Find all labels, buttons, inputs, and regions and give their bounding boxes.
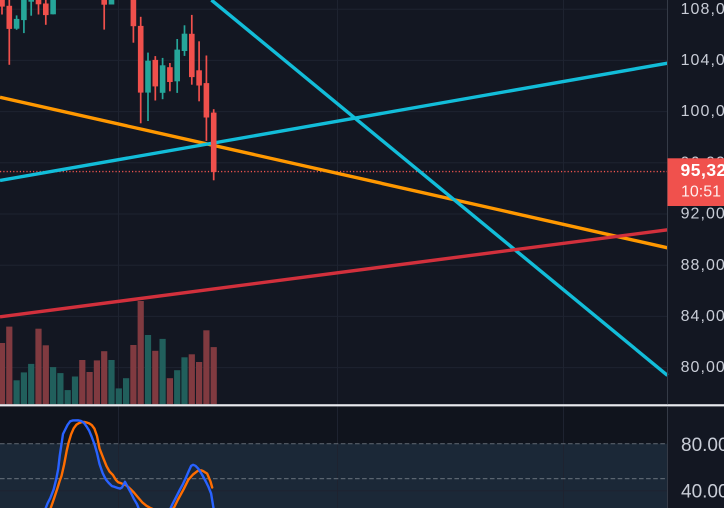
svg-text:100,00: 100,00 [681,103,724,120]
svg-text:108,00: 108,00 [681,1,724,18]
svg-text:104,00: 104,00 [681,52,724,69]
svg-text:80.00: 80.00 [681,435,724,456]
svg-text:95,32: 95,32 [681,160,724,180]
svg-text:80,00: 80,00 [681,359,724,376]
svg-text:40.00: 40.00 [681,481,724,502]
svg-text:84,00: 84,00 [681,308,724,325]
svg-text:88,00: 88,00 [681,257,724,274]
svg-text:92,00: 92,00 [681,206,724,223]
svg-text:10:51: 10:51 [681,184,721,201]
